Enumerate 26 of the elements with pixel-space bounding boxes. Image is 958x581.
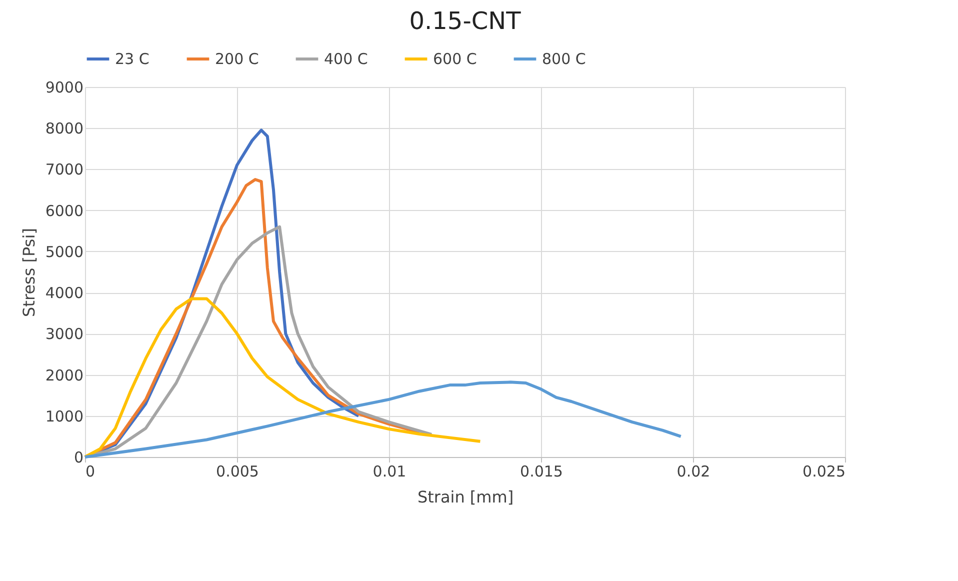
x-tick-label: 0.005 (216, 462, 259, 480)
legend-label: 200 C (215, 50, 259, 68)
chart-title: 0.15-CNT (409, 7, 522, 35)
line-series (84, 297, 482, 458)
y-tick-label: 1000 (45, 407, 84, 426)
x-tick-label: 0.01 (372, 462, 406, 480)
y-tick-label: 3000 (45, 325, 84, 344)
legend-label: 400 C (324, 50, 368, 68)
y-tick-label: 9000 (45, 78, 84, 96)
y-tick-label: 0 (74, 448, 84, 466)
x-tick-label: 0.025 (802, 462, 846, 480)
x-tick-label: 0.015 (520, 462, 563, 480)
y-tick-label: 5000 (45, 242, 84, 261)
y-tick-label: 6000 (45, 202, 84, 220)
legend-label: 600 C (433, 50, 477, 68)
x-tick-label: 0 (86, 462, 96, 480)
y-axis-title: Stress [Psi] (19, 228, 38, 317)
legend-label: 23 C (115, 50, 150, 68)
y-tick-label: 4000 (45, 284, 84, 302)
y-tick-label: 8000 (45, 120, 84, 138)
x-tick-label: 0.02 (676, 462, 710, 480)
x-axis-title: Strain [mm] (417, 488, 514, 506)
y-tick-label: 7000 (45, 160, 84, 179)
y-tick-label: 2000 (45, 366, 84, 384)
legend-label: 800 C (542, 50, 586, 68)
line-series (84, 380, 682, 458)
